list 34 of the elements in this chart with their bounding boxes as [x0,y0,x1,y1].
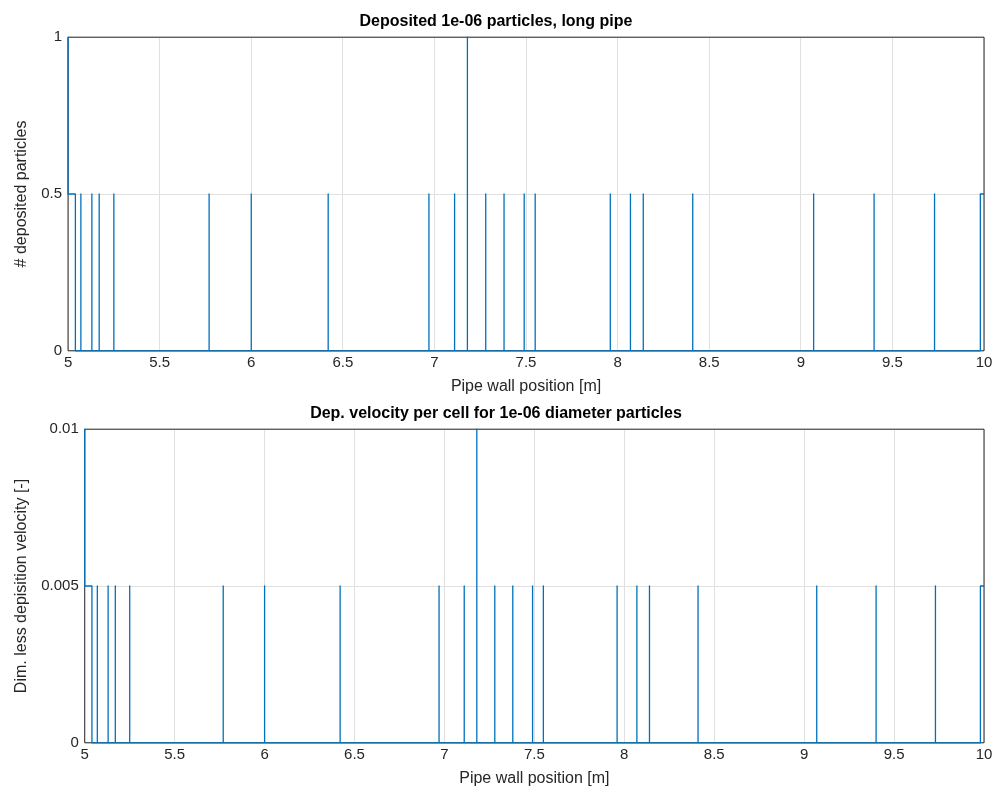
chart-title: Dep. velocity per cell for 1e-06 diameter particles [310,404,682,422]
x-tick-label: 6.5 [344,744,365,762]
y-tick-label: 0.01 [49,419,79,437]
x-tick-label: 6 [247,352,256,370]
x-tick-label: 5 [63,352,73,370]
x-axis-title: Pipe wall position [m] [459,768,610,786]
x-tick-label: 8 [620,744,629,762]
x-tick-label: 7.5 [515,352,537,370]
x-tick-label: 6.5 [332,352,354,370]
x-tick-label: 10 [975,744,993,762]
x-tick-label: 9 [796,352,805,370]
x-tick-label: 5.5 [149,352,171,370]
y-tick-label: 0.005 [41,576,79,594]
x-tick-label: 7 [430,352,439,370]
chart-title: Deposited 1e-06 particles, long pipe [359,12,633,30]
x-tick-label: 5 [80,744,89,762]
x-tick-label: 10 [975,352,993,370]
x-tick-label: 6 [260,744,269,762]
x-tick-label: 7.5 [523,744,545,762]
y-tick-label: 0 [70,732,79,750]
x-tick-label: 8.5 [698,352,720,370]
x-tick-label: 8 [613,352,622,370]
y-tick-label: 1 [53,27,63,45]
x-tick-label: 9 [799,744,809,762]
x-tick-label: 7 [440,744,449,762]
y-axis-title: # deposited particles [12,120,30,268]
y-axis-title: Dim. less depisition velocity [-] [12,478,30,694]
x-tick-label: 9.5 [881,352,903,370]
y-tick-label: 0.5 [41,184,63,202]
y-tick-label: 0 [53,340,63,358]
x-tick-label: 9.5 [883,744,905,762]
x-axis-title: Pipe wall position [m] [450,376,602,394]
x-tick-label: 5.5 [164,744,186,762]
x-tick-label: 8.5 [703,744,725,762]
